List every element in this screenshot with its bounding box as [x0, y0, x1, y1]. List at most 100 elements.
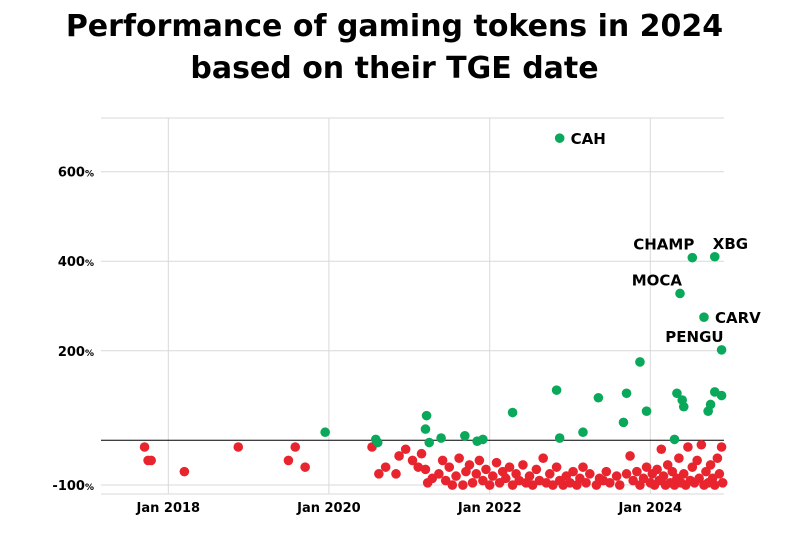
data-point-negative — [625, 451, 635, 461]
chart-title-line-1: Performance of gaming tokens in 2024 — [65, 9, 724, 44]
data-point-negative — [407, 455, 418, 466]
data-point-negative — [524, 471, 535, 481]
data-point-positive — [420, 424, 431, 434]
data-point-negative — [380, 462, 391, 472]
data-point-negative — [447, 480, 458, 490]
data-point-positive — [716, 390, 727, 401]
data-point-negative — [656, 444, 667, 455]
y-tick-label: 200% — [58, 345, 94, 360]
data-point-positive — [678, 401, 689, 412]
data-point-negative — [500, 473, 511, 484]
x-tick-label: Jan 2020 — [296, 501, 361, 516]
data-point-negative — [632, 466, 642, 477]
data-point-negative — [678, 469, 689, 479]
data-point-negative — [712, 453, 723, 463]
data-point-carv — [699, 312, 709, 322]
data-point-negative — [581, 478, 591, 488]
data-point-positive — [507, 407, 518, 418]
data-point-negative — [614, 480, 625, 490]
data-point-negative — [714, 469, 725, 479]
data-point-positive — [635, 357, 645, 367]
data-point-negative — [527, 480, 538, 490]
data-point-negative — [146, 455, 156, 466]
data-point-negative — [283, 455, 294, 466]
data-point-negative — [481, 464, 491, 475]
data-point-negative — [705, 460, 716, 470]
data-point-positive — [424, 437, 435, 448]
data-point-negative — [696, 439, 707, 450]
data-point-positive — [436, 433, 446, 443]
data-point-positive — [460, 431, 470, 441]
data-point-negative — [628, 475, 638, 486]
data-point-negative — [658, 471, 669, 481]
data-point-negative — [701, 466, 711, 477]
grid-layer — [101, 117, 724, 495]
data-point-negative — [638, 473, 649, 484]
data-point-moca — [675, 288, 685, 299]
data-point-positive — [705, 399, 716, 410]
data-point-negative — [709, 480, 720, 490]
data-point-negative — [674, 453, 684, 463]
data-point-negative — [464, 460, 475, 470]
data-point-positive — [554, 433, 565, 443]
data-point-negative — [641, 462, 652, 472]
data-point-negative — [531, 464, 542, 475]
data-point-negative — [491, 457, 502, 468]
data-point-negative — [692, 455, 702, 466]
data-point-negative — [551, 462, 562, 472]
data-point-negative — [300, 462, 310, 472]
data-point-negative — [484, 480, 495, 490]
y-tick-unit: % — [85, 483, 94, 493]
data-point-positive — [578, 427, 588, 438]
data-point-negative — [416, 448, 427, 459]
y-tick-label: 600% — [58, 166, 94, 181]
data-point-positive — [551, 385, 562, 395]
data-point-negative — [601, 466, 612, 477]
data-point-negative — [717, 478, 728, 488]
data-point-negative — [687, 462, 698, 472]
data-point-champ — [687, 252, 698, 263]
data-point-negative — [290, 442, 301, 452]
point-label-pengu: PENGU — [665, 328, 723, 346]
data-point-positive — [621, 388, 632, 399]
y-tick-unit: % — [85, 170, 94, 180]
data-point-negative — [467, 478, 478, 488]
point-label-carv: CARV — [715, 309, 761, 327]
x-tick-label: Jan 2022 — [457, 501, 522, 516]
data-point-negative — [437, 455, 448, 466]
data-point-negative — [139, 442, 150, 452]
data-point-negative — [233, 442, 244, 452]
data-point-xbg — [709, 251, 720, 262]
data-point-negative — [391, 469, 401, 479]
data-point-positive — [320, 427, 330, 438]
data-point-positive — [593, 392, 604, 403]
point-label-cah: CAH — [571, 130, 606, 148]
data-point-negative — [585, 469, 595, 479]
data-point-negative — [716, 442, 727, 452]
data-point-negative — [474, 455, 485, 466]
data-point-negative — [374, 469, 384, 479]
x-tick-label: Jan 2018 — [136, 501, 201, 516]
data-point-cah — [554, 133, 565, 143]
data-point-negative — [605, 478, 615, 488]
data-point-negative — [394, 451, 404, 461]
y-tick-label: -100% — [52, 479, 94, 494]
data-point-negative — [434, 469, 444, 479]
data-point-negative — [548, 480, 558, 490]
points-layer — [139, 133, 728, 490]
data-point-negative — [611, 471, 622, 481]
chart-title: Performance of gaming tokens in 2024 bas… — [0, 6, 789, 90]
data-point-negative — [652, 464, 662, 475]
data-point-pengu — [716, 345, 727, 355]
data-point-positive — [641, 406, 652, 416]
data-point-positive — [372, 437, 383, 448]
data-point-negative — [683, 442, 693, 452]
data-point-negative — [504, 462, 515, 472]
data-point-negative — [621, 469, 632, 479]
data-point-negative — [179, 466, 190, 477]
point-label-champ: CHAMP — [633, 236, 694, 254]
data-point-positive — [478, 434, 488, 445]
chart-title-line-2: based on their TGE date — [190, 51, 599, 86]
